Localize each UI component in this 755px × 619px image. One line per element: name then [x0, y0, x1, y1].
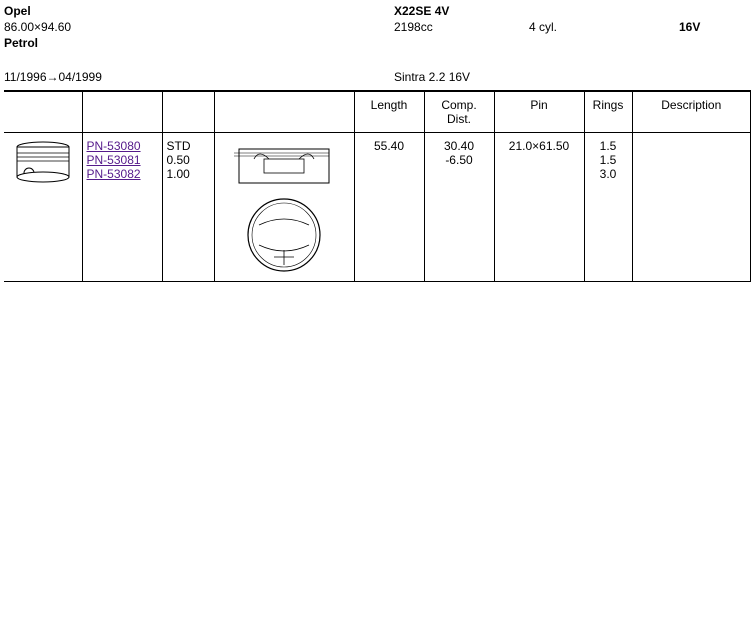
th-rings: Rings	[584, 91, 632, 133]
header-row-2: 86.00×94.60 2198cc 4 cyl. 16V	[4, 20, 751, 34]
date-range: 11/1996→04/1999	[4, 70, 394, 84]
th-length: Length	[354, 91, 424, 133]
valves: 16V	[679, 20, 749, 34]
model-name: Sintra 2.2 16V	[394, 70, 470, 84]
size-2: 1.00	[167, 167, 210, 181]
ring-2: 3.0	[589, 167, 628, 181]
compdist-0: 30.40	[429, 139, 490, 153]
part-link-1[interactable]: PN-53081	[87, 153, 158, 167]
engine-label: X22SE 4V	[394, 4, 529, 18]
piston-table: Length Comp. Dist. Pin Rings Description	[4, 90, 751, 282]
cell-description	[632, 133, 751, 282]
cylinders: 4 cyl.	[529, 20, 679, 34]
piston-side-icon	[13, 139, 73, 189]
th-image	[4, 91, 82, 133]
bore-stroke: 86.00×94.60	[4, 20, 394, 34]
table-header-row: Length Comp. Dist. Pin Rings Description	[4, 91, 751, 133]
th-description: Description	[632, 91, 751, 133]
cell-rings: 1.5 1.5 3.0	[584, 133, 632, 282]
cell-pin: 21.0×61.50	[494, 133, 584, 282]
part-link-0[interactable]: PN-53080	[87, 139, 158, 153]
displacement: 2198cc	[394, 20, 529, 34]
header-row-1: Opel X22SE 4V	[4, 4, 751, 18]
cell-compdist: 30.40 -6.50	[424, 133, 494, 282]
size-0: STD	[167, 139, 210, 153]
header-row-4: 11/1996→04/1999 Sintra 2.2 16V	[4, 70, 751, 84]
cell-drawings	[214, 133, 354, 282]
header-row-3: Petrol	[4, 36, 751, 50]
size-1: 0.50	[167, 153, 210, 167]
piston-crown-icon	[244, 195, 324, 275]
part-link-2[interactable]: PN-53082	[87, 167, 158, 181]
cell-part-numbers: PN-53080 PN-53081 PN-53082	[82, 133, 162, 282]
th-compdist: Comp. Dist.	[424, 91, 494, 133]
compdist-1: -6.50	[429, 153, 490, 167]
th-drawing	[214, 91, 354, 133]
table-row: PN-53080 PN-53081 PN-53082 STD 0.50 1.00	[4, 133, 751, 282]
cell-length: 55.40	[354, 133, 424, 282]
fuel-type: Petrol	[4, 36, 394, 50]
make-label: Opel	[4, 4, 394, 18]
th-pin: Pin	[494, 91, 584, 133]
th-partno	[82, 91, 162, 133]
cell-piston-image	[4, 133, 82, 282]
ring-0: 1.5	[589, 139, 628, 153]
piston-top-icon	[234, 139, 334, 189]
ring-1: 1.5	[589, 153, 628, 167]
cell-sizes: STD 0.50 1.00	[162, 133, 214, 282]
th-size	[162, 91, 214, 133]
